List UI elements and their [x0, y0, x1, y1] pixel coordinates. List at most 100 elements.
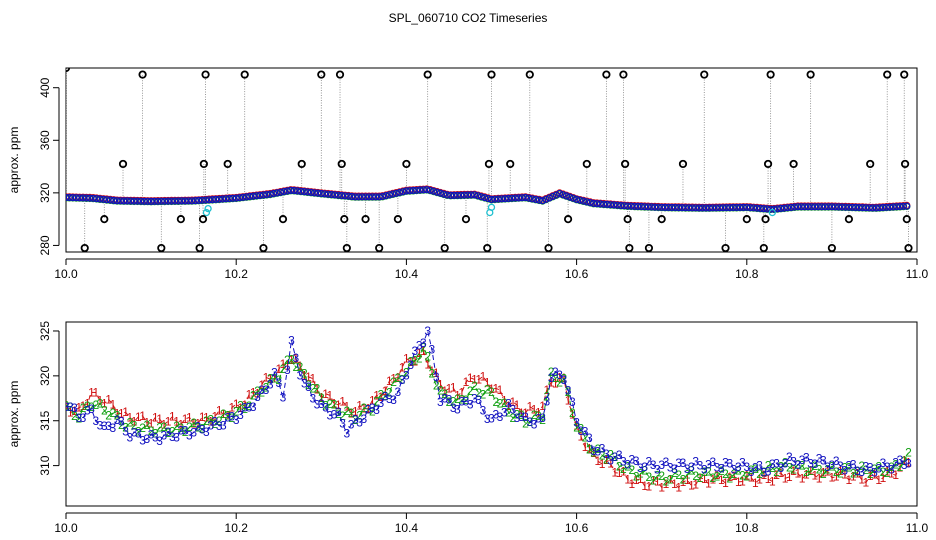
series-1-symbol: 1: [607, 457, 614, 471]
series-2-symbol: 2: [88, 400, 95, 414]
series-2-symbol: 2: [799, 458, 806, 472]
series-2-symbol: 2: [395, 371, 402, 385]
series-2-symbol: 2: [731, 467, 738, 481]
series-1-symbol: 1: [769, 474, 776, 488]
series-3-symbol: 3: [343, 427, 350, 441]
series-3-symbol: 3: [258, 383, 265, 397]
series-3-symbol: 3: [560, 373, 567, 387]
series-2-symbol: 2: [539, 413, 546, 427]
series-1-symbol: 1: [880, 471, 887, 485]
series-1-symbol: 1: [773, 468, 780, 482]
series-3-point: [82, 194, 91, 202]
series-2-symbol: 2: [556, 376, 563, 390]
spike-point: [201, 70, 210, 79]
series-3-point: [113, 197, 121, 205]
series-3-point: [862, 204, 870, 212]
series-1-symbol: 1: [709, 473, 716, 487]
series-3-symbol: 3: [760, 465, 767, 479]
series-3-symbol: 3: [854, 464, 861, 478]
series-3-point: [794, 203, 802, 211]
series-2-symbol: 2: [471, 379, 478, 393]
series-2-symbol: 2: [812, 459, 819, 473]
series-2-symbol: 2: [752, 462, 759, 476]
series-3-symbol: 3: [782, 457, 789, 471]
series-3-point: [671, 203, 679, 212]
series-3-point: [116, 197, 125, 205]
series-2-symbol: 2: [858, 459, 865, 473]
series-2-symbol: 2: [297, 360, 304, 374]
series-1-symbol: 1: [488, 382, 495, 396]
series-3-symbol: 3: [297, 368, 304, 382]
series-3-point: [147, 197, 155, 205]
series-3-symbol: 3: [590, 444, 597, 458]
y-tick-label: 325: [38, 321, 52, 341]
series-3-point: [603, 200, 611, 208]
series-3-point: [814, 203, 822, 211]
series-2-symbol: 2: [807, 464, 814, 478]
series-3-point: [300, 188, 308, 196]
series-3-symbol: 3: [105, 419, 112, 433]
series-1-symbol: 1: [829, 471, 836, 485]
series-2-symbol: 2: [543, 390, 550, 404]
series-3-symbol: 3: [616, 448, 623, 462]
series-3-point: [276, 188, 285, 196]
series-1-symbol: 1: [752, 476, 759, 490]
series-3-symbol: 3: [467, 398, 474, 412]
series-1-symbol: 1: [624, 472, 631, 486]
series-3-symbol: 3: [182, 423, 189, 437]
series-1-symbol: 1: [161, 418, 168, 432]
series-3-symbol: 3: [841, 463, 848, 477]
series-3-point: [219, 195, 227, 203]
series-3-symbol: 3: [731, 462, 738, 476]
series-3-symbol: 3: [663, 455, 670, 469]
series-3-point: [355, 193, 363, 201]
series-3-point: [749, 204, 758, 212]
series-1-symbol: 1: [786, 470, 793, 484]
series-3-point: [402, 187, 410, 195]
series-1-symbol: 1: [514, 398, 521, 412]
series-3-point: [396, 188, 404, 197]
series-1-symbol: 1: [590, 446, 597, 460]
series-2-symbol: 2: [407, 355, 414, 369]
series-3-point: [610, 201, 618, 209]
series-2-symbol: 2: [109, 406, 116, 420]
series-3-symbol: 3: [692, 455, 699, 469]
series-3-point: [630, 202, 639, 210]
series-1-symbol: 1: [71, 404, 78, 418]
series-3-point: [385, 191, 393, 199]
series-3-point: [903, 202, 911, 210]
series-3-point: [661, 203, 669, 211]
series-1-symbol: 1: [101, 396, 108, 410]
series-3-symbol: 3: [607, 454, 614, 468]
series-3-point: [692, 204, 700, 212]
series-1-symbol: 1: [718, 473, 725, 487]
series-2-symbol: 2: [824, 462, 831, 476]
series-3-point: [641, 203, 649, 211]
series-2-symbol: 2: [641, 464, 648, 478]
series-3-symbol: 3: [543, 395, 550, 409]
series-1-symbol: 1: [795, 466, 802, 480]
series-3-symbol: 3: [803, 451, 810, 465]
series-3-point: [617, 201, 625, 210]
series-2-symbol: 2: [484, 382, 491, 396]
series-1-symbol: 1: [322, 387, 329, 401]
series-2-symbol: 2: [829, 459, 836, 473]
series-1-symbol: 1: [182, 412, 189, 426]
series-3-symbol: 3: [777, 461, 784, 475]
series-2-symbol: 2: [680, 472, 687, 486]
series-3-point: [334, 191, 342, 199]
series-1-symbol: 1: [735, 475, 742, 489]
series-3-point: [715, 204, 724, 212]
series-3-point: [532, 195, 540, 203]
series-3-symbol: 3: [161, 429, 168, 443]
series-3-symbol: 3: [620, 455, 627, 469]
series-3-symbol: 3: [701, 463, 708, 477]
series-2-symbol: 2: [467, 384, 474, 398]
series-3-symbol: 3: [275, 376, 282, 390]
series-3-point: [797, 203, 805, 211]
series-1-symbol: 1: [92, 386, 99, 400]
series-3-symbol: 3: [629, 453, 636, 467]
series-2-symbol: 2: [650, 474, 657, 488]
series-1-symbol: 1: [497, 383, 504, 397]
series-2-symbol: 2: [897, 460, 904, 474]
